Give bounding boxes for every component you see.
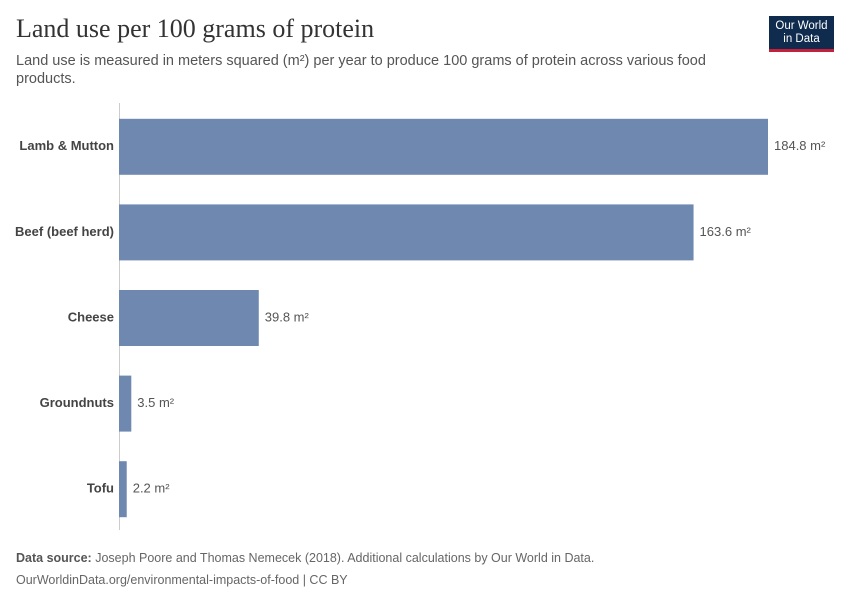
value-label: 184.8 m² xyxy=(774,138,826,153)
source: Joseph Poore and Thomas Nemecek (2018). … xyxy=(95,551,595,565)
logo-text: Our World xyxy=(775,20,828,32)
footer: Data source: Joseph Poore and Thomas Nem… xyxy=(16,547,594,591)
y-tick-label: Groundnuts xyxy=(40,395,114,410)
value-label: 3.5 m² xyxy=(137,395,175,410)
bar xyxy=(119,461,127,518)
chart-subtitle: Land use is measured in meters squared (… xyxy=(16,53,706,87)
url: OurWorldinData.org/environmental-impacts… xyxy=(16,573,348,587)
logo-text: in Data xyxy=(783,33,820,45)
bar xyxy=(119,290,259,346)
logo[interactable]: Our World in Data xyxy=(769,16,834,52)
source-label: Data source: xyxy=(16,551,92,565)
y-tick-label: Lamb & Mutton xyxy=(19,138,114,153)
y-tick-label: Cheese xyxy=(68,309,114,324)
value-label: 2.2 m² xyxy=(133,481,171,496)
value-label: 163.6 m² xyxy=(700,224,752,239)
y-tick-label: Beef (beef herd) xyxy=(15,224,114,239)
bar xyxy=(119,375,132,432)
chart-title: Land use per 100 grams of protein xyxy=(16,14,375,43)
value-label: 39.8 m² xyxy=(265,309,310,324)
bar xyxy=(119,204,694,261)
bar xyxy=(119,118,768,175)
y-tick-label: Tofu xyxy=(87,481,114,496)
